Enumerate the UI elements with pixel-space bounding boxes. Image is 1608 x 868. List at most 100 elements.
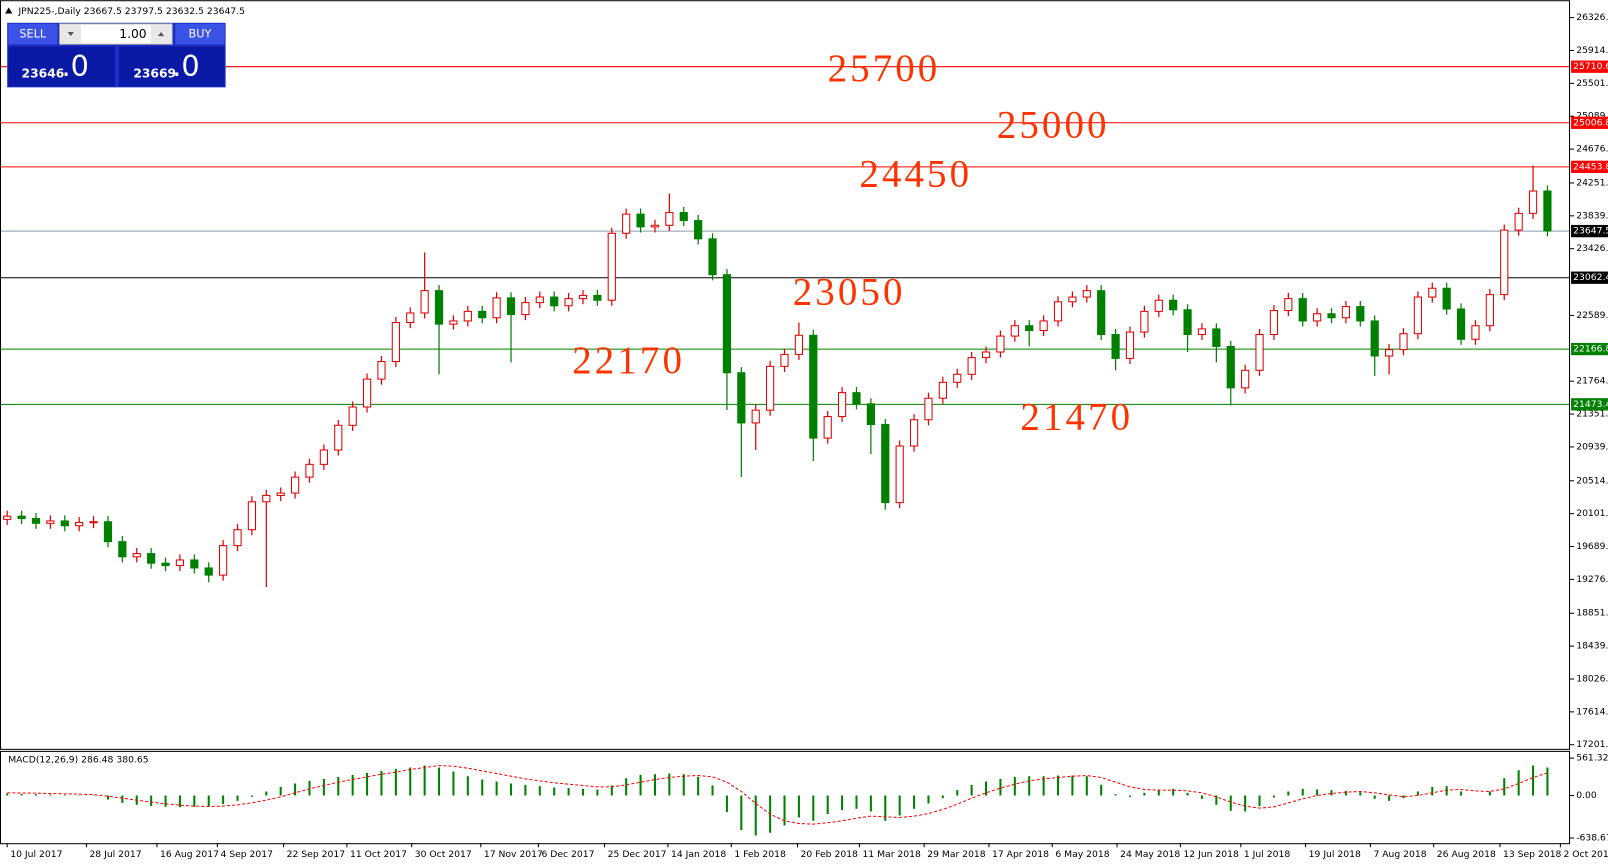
candle-body (1010, 325, 1019, 337)
x-tick-label: 7 Aug 2018 (1373, 849, 1426, 860)
candle-body (981, 351, 991, 359)
candle-body (823, 416, 832, 439)
price-level-box (1571, 224, 1608, 238)
candle-body (1356, 306, 1365, 322)
candle-body (1313, 313, 1322, 322)
sell-label: SELL (19, 28, 47, 41)
candle-body (636, 213, 645, 228)
bid-fraction: .0 (62, 49, 89, 83)
price-level-label: 21473.4 (1573, 399, 1608, 410)
y-tick-label: 18851.5 (1576, 608, 1608, 619)
candle-body (665, 212, 674, 226)
candle-body (377, 361, 386, 380)
level-annotation: 25700 (828, 47, 941, 90)
candle-body (305, 463, 314, 478)
x-tick-label: 10 Jul 2017 (10, 849, 62, 860)
y-tick-label: 25914.0 (1576, 45, 1608, 56)
candle-body (348, 406, 357, 426)
candle-body (247, 501, 257, 531)
bid-price: 23646 (22, 67, 65, 81)
candle-body (1269, 310, 1279, 335)
candle-body (1413, 296, 1422, 335)
collapse-icon[interactable] (5, 7, 13, 14)
candle-body (535, 296, 544, 304)
candle-body (75, 522, 84, 527)
candle-body (809, 334, 818, 439)
y-tick-label: 21351.5 (1576, 409, 1608, 420)
x-tick-label: 28 Jul 2017 (89, 849, 141, 860)
candle-body (564, 298, 573, 307)
x-tick-label: 1 Jul 2018 (1244, 849, 1290, 860)
candle-body (1528, 190, 1538, 214)
candle-body (1428, 287, 1437, 298)
candle-body (938, 381, 947, 399)
candle-body (1082, 290, 1091, 298)
candle-body (319, 449, 328, 465)
candle-body (290, 476, 300, 494)
candle-body (1169, 299, 1178, 311)
candle-body (434, 290, 444, 325)
candle-body (924, 397, 933, 421)
level-annotation: 23050 (793, 270, 906, 313)
main-frame (0, 0, 1571, 750)
candle-body (60, 520, 69, 527)
candle-body (593, 294, 602, 301)
candle-body (1543, 190, 1552, 232)
candle-body (837, 392, 847, 418)
y-tick-label: -638.67 (1576, 833, 1608, 844)
ask-fraction: .0 (172, 49, 199, 83)
candle-body (953, 373, 962, 383)
volume-value: 1.00 (119, 27, 146, 41)
macd-frame (0, 750, 1571, 845)
candle-body (780, 353, 789, 367)
y-tick-label: 25501.5 (1576, 78, 1608, 89)
y-tick-label: 24676.5 (1576, 144, 1608, 155)
buy-label: BUY (189, 28, 212, 41)
candle-body (406, 312, 415, 324)
candle-body (852, 392, 861, 405)
candle-body (233, 529, 242, 547)
candle-body (161, 562, 170, 567)
y-tick-label: 17614.0 (1576, 706, 1608, 717)
y-tick-label: 18439.0 (1576, 641, 1608, 652)
candle-body (881, 424, 890, 504)
y-tick-label: 26326.5 (1576, 12, 1608, 23)
candle-body (132, 553, 141, 558)
bid-box[interactable] (8, 46, 115, 87)
price-level-label: 23062.4 (1573, 272, 1608, 283)
x-tick-label: 11 Oct 2017 (350, 849, 407, 860)
y-tick-label: 20514.0 (1576, 475, 1608, 486)
x-tick-label: 13 Sep 2018 (1503, 849, 1562, 860)
candle-body (1140, 310, 1149, 333)
buy-button[interactable] (175, 23, 225, 45)
x-tick-label: 2 Oct 2018 (1563, 849, 1608, 860)
candle-body (46, 520, 55, 524)
candle-body (1485, 294, 1494, 327)
x-tick-label: 20 Feb 2018 (801, 849, 859, 860)
level-annotation: 21470 (1020, 396, 1133, 439)
x-tick-label: 17 Nov 2017 (484, 849, 543, 860)
candle-body (1097, 290, 1106, 335)
x-tick-label: 14 Jan 2018 (671, 849, 726, 860)
price-level-label: 25710.6 (1573, 61, 1608, 72)
candle-body (1053, 301, 1063, 322)
x-tick-label: 19 Jul 2018 (1309, 849, 1361, 860)
ask-box[interactable] (118, 46, 225, 87)
y-tick-label: 561.32 (1576, 753, 1608, 764)
volume-box[interactable] (58, 23, 173, 45)
y-tick-label: 20939.0 (1576, 441, 1608, 452)
sell-button[interactable] (8, 23, 58, 45)
candle-body (578, 294, 588, 300)
candle-body (492, 297, 501, 319)
candle-body (794, 334, 804, 355)
x-tick-label: 17 Apr 2018 (992, 849, 1049, 860)
candle-body (1111, 333, 1120, 359)
candle-body (506, 297, 516, 316)
candle-body (103, 521, 113, 543)
candle-body (766, 365, 775, 411)
y-tick-label: 22589.0 (1576, 310, 1608, 321)
candle-body (909, 419, 919, 447)
candle-body (1284, 298, 1293, 312)
level-annotation: 24450 (859, 153, 972, 196)
